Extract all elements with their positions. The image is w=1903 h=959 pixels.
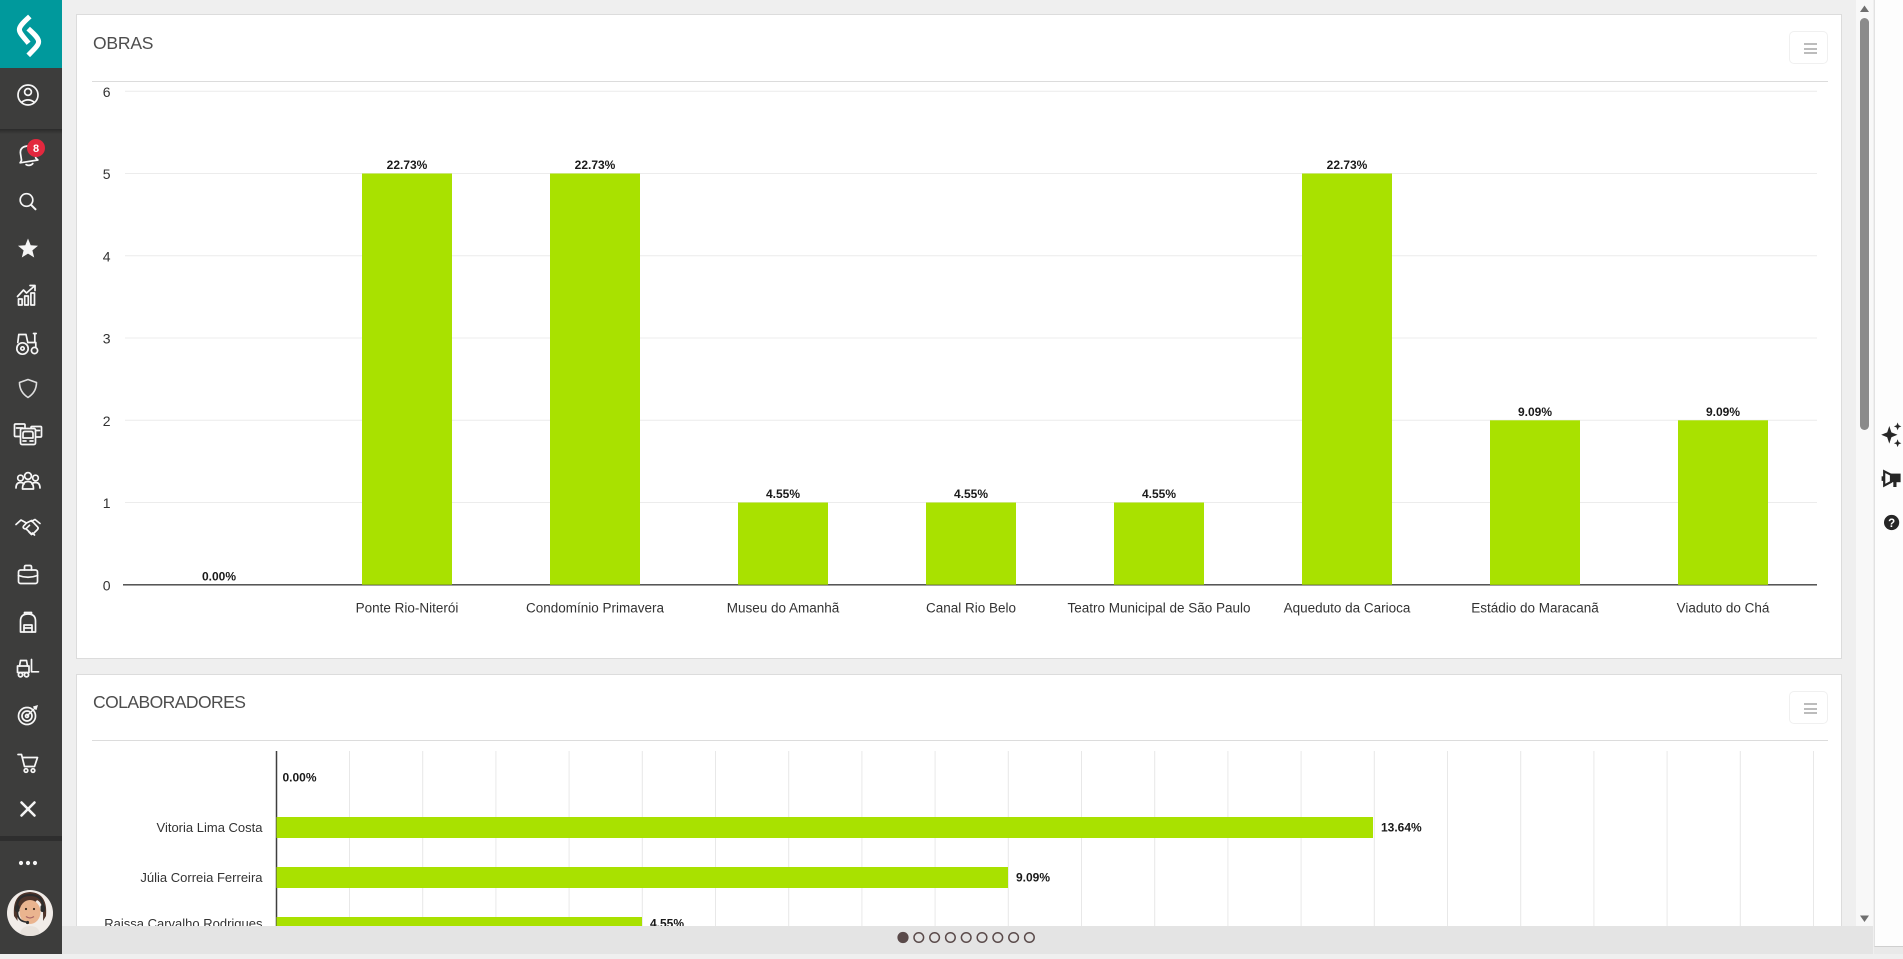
svg-text:22.73%: 22.73%	[387, 158, 428, 172]
svg-text:Aqueduto da Carioca: Aqueduto da Carioca	[1284, 600, 1411, 615]
svg-text:8: 8	[33, 143, 39, 155]
svg-text:Condomínio Primavera: Condomínio Primavera	[526, 600, 665, 615]
svg-text:0: 0	[103, 577, 111, 593]
svg-text:?: ?	[1888, 518, 1895, 530]
svg-text:Vitoria Lima Costa: Vitoria Lima Costa	[157, 820, 264, 835]
svg-text:22.73%: 22.73%	[575, 158, 616, 172]
svg-text:9.09%: 9.09%	[1518, 405, 1552, 419]
svg-text:Teatro Municipal de São Paulo: Teatro Municipal de São Paulo	[1067, 600, 1250, 615]
svg-text:6: 6	[103, 84, 111, 100]
svg-text:5: 5	[103, 166, 111, 182]
svg-text:Raissa Carvalho Rodrigues: Raissa Carvalho Rodrigues	[104, 916, 263, 927]
svg-text:Viaduto do Chá: Viaduto do Chá	[1677, 600, 1770, 615]
svg-text:4.55%: 4.55%	[766, 487, 800, 501]
svg-text:Júlia Correia Ferreira: Júlia Correia Ferreira	[140, 870, 263, 885]
svg-text:4.55%: 4.55%	[954, 487, 988, 501]
svg-text:4.55%: 4.55%	[1142, 487, 1176, 501]
svg-text:13.64%: 13.64%	[1381, 821, 1422, 835]
svg-text:Canal Rio Belo: Canal Rio Belo	[926, 600, 1016, 615]
svg-text:9.09%: 9.09%	[1706, 405, 1740, 419]
svg-text:22.73%: 22.73%	[1327, 158, 1368, 172]
svg-text:Ponte Rio-Niterói: Ponte Rio-Niterói	[356, 600, 459, 615]
svg-text:0.00%: 0.00%	[283, 771, 317, 785]
svg-text:4.55%: 4.55%	[650, 917, 684, 928]
svg-text:2: 2	[103, 413, 111, 429]
svg-text:Museu do Amanhã: Museu do Amanhã	[727, 600, 840, 615]
svg-text:9.09%: 9.09%	[1016, 871, 1050, 885]
svg-text:3: 3	[103, 331, 111, 347]
svg-text:1: 1	[103, 495, 111, 511]
svg-text:4: 4	[103, 248, 111, 264]
svg-text:Estádio do Maracanã: Estádio do Maracanã	[1471, 600, 1599, 615]
svg-text:0.00%: 0.00%	[202, 569, 236, 583]
